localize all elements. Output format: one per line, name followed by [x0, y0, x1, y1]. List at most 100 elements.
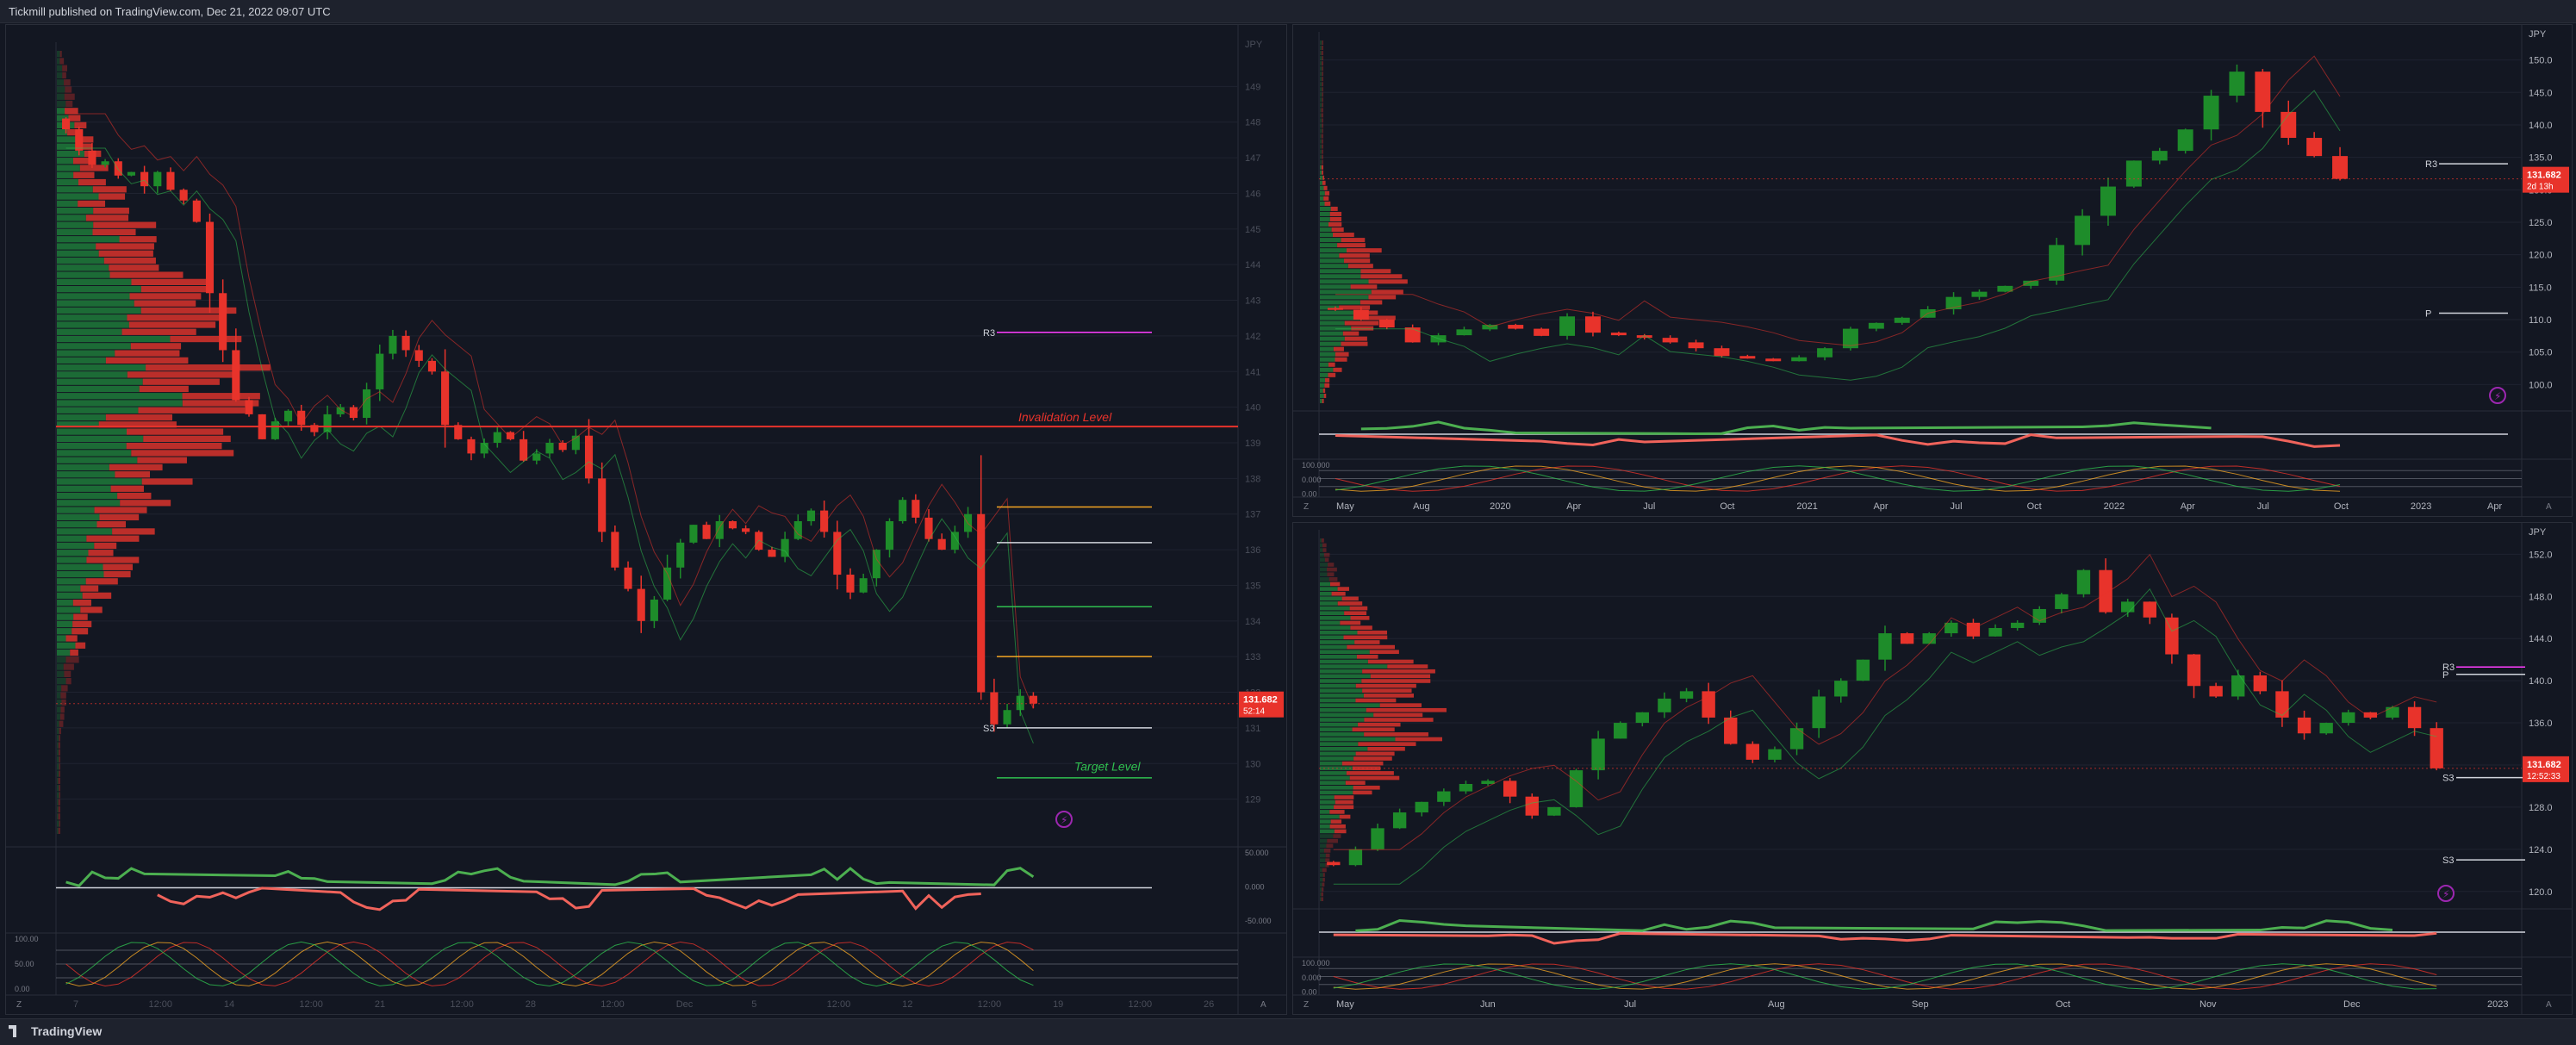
volume-profile-sell [72, 628, 89, 635]
candle-body [1812, 696, 1826, 729]
candle-body [1688, 342, 1704, 349]
volume-profile-buy [1320, 233, 1334, 238]
chart-panel-top-right[interactable]: 150.0145.0140.0135.0130.0125.0120.0115.0… [1292, 24, 2573, 517]
candle-body [271, 421, 279, 439]
volume-profile-buy [1320, 698, 1356, 703]
candle-body [1569, 770, 1584, 807]
volume-profile-sell [1322, 87, 1323, 92]
volume-profile-sell [59, 727, 61, 735]
volume-profile-sell [96, 521, 127, 528]
chart-panel-bottom-right[interactable]: 152.0148.0144.0140.0136.0132.0128.0124.0… [1292, 522, 2573, 1015]
candle-body [427, 360, 436, 372]
volume-profile-sell [1322, 144, 1323, 149]
footer-bar: TradingView [0, 1018, 2576, 1045]
candle-body [1878, 633, 1892, 660]
brand-label: TradingView [31, 1024, 103, 1038]
volume-profile-sell [1340, 620, 1361, 625]
y-tick-label: 142 [1245, 332, 1260, 342]
volume-profile-sell [112, 528, 155, 535]
candle-body [728, 521, 737, 529]
candle-body [245, 400, 253, 414]
timezone-button-icon: Z [16, 1000, 22, 1010]
volume-profile-sell [1349, 606, 1368, 611]
volume-profile-buy [1320, 227, 1332, 233]
volume-profile-sell [59, 713, 65, 720]
volume-profile-buy [1320, 398, 1322, 403]
volume-profile-sell [96, 243, 154, 250]
indicator-scale-label: 100.000 [1302, 959, 1330, 967]
candle-body [624, 567, 632, 589]
volume-profile-sell [1322, 170, 1323, 175]
volume-profile-buy [57, 749, 59, 756]
candle-body [702, 525, 711, 539]
candle-body [1591, 738, 1605, 771]
volume-profile-sell [1322, 175, 1325, 180]
volume-profile-buy [1320, 877, 1323, 882]
volume-profile-sell [1322, 97, 1323, 103]
candle-body [532, 453, 541, 461]
volume-profile-buy [1320, 727, 1353, 732]
volume-profile-buy [1320, 113, 1322, 118]
volume-profile-sell [73, 171, 95, 178]
volume-profile-sell [1341, 238, 1366, 243]
y-tick-label: 146 [1245, 189, 1260, 199]
volume-profile-buy [1320, 577, 1329, 582]
volume-profile-sell [1328, 362, 1335, 367]
volume-profile-sell [1323, 849, 1331, 853]
volume-profile-sell [1337, 601, 1363, 606]
chart-panel-left[interactable]: 149 148 147 146 145 144 143 142 141 140 139 138 137 1… [5, 24, 1287, 1015]
volume-profile-buy [1320, 557, 1325, 563]
volume-profile-buy [1320, 128, 1322, 134]
volume-profile-buy [1320, 543, 1322, 548]
volume-profile-buy [57, 450, 132, 457]
volume-profile-buy [1320, 722, 1359, 727]
volume-profile-buy [1320, 56, 1322, 61]
y-tick-label: 147 [1245, 153, 1260, 164]
chart-top-right-svg[interactable]: 150.0145.0140.0135.0130.0125.0120.0115.0… [1293, 25, 2572, 516]
volume-profile-sell [1364, 732, 1428, 737]
price-tag-countdown: 2d 13h [2527, 183, 2554, 192]
volume-profile-buy [1320, 320, 1345, 326]
candle-body [663, 567, 672, 600]
volume-profile-buy [57, 763, 59, 770]
volume-profile-sell [1368, 279, 1408, 284]
volume-profile-buy [1320, 51, 1322, 56]
candle-body [2209, 686, 2223, 697]
volume-profile-buy [57, 150, 84, 158]
candle-body [1868, 322, 1884, 329]
volume-profile-buy [1320, 674, 1371, 679]
chart-left-svg[interactable]: 1491481471461451441431421411401391381371… [6, 25, 1286, 1014]
volume-profile-buy [57, 699, 62, 706]
candle-body [2099, 569, 2112, 613]
candle-body [323, 414, 332, 432]
volume-profile-sell [1329, 810, 1345, 814]
volume-profile-sell [1321, 165, 1323, 170]
volume-profile-buy [1320, 40, 1322, 46]
volume-profile-buy [57, 563, 103, 570]
volume-profile-sell [119, 236, 157, 243]
volume-profile-sell [1328, 222, 1342, 227]
currency-label: JPY [1245, 40, 1263, 50]
volume-profile-buy [1320, 688, 1363, 694]
y-tick-label: 120.0 [2529, 887, 2553, 898]
volume-profile-sell [86, 557, 140, 563]
chart-bottom-right-svg[interactable]: 152.0148.0144.0140.0136.0132.0128.0124.0… [1293, 523, 2572, 1014]
indicator-scale-label: 0.00 [15, 985, 30, 993]
volume-profile-sell [1322, 128, 1323, 134]
volume-profile-sell [115, 350, 180, 357]
candle-body [1765, 358, 1782, 362]
candle-body [977, 513, 986, 693]
tradingview-logo[interactable]: TradingView [9, 1024, 102, 1038]
candle-body [389, 335, 397, 354]
price-tag-bg [2523, 166, 2569, 193]
candle-body [1508, 325, 1524, 329]
volume-profile-sell [103, 563, 133, 570]
y-tick-label: 136 [1245, 545, 1260, 556]
y-tick-label: 136.0 [2529, 718, 2553, 729]
volume-profile-sell [62, 65, 68, 72]
candle-body [1456, 329, 1472, 336]
candle-body [1745, 743, 1760, 760]
candle-body [88, 150, 96, 165]
lightning-glyph: ⚡ [1061, 814, 1067, 826]
stoch-line [1335, 465, 2341, 492]
